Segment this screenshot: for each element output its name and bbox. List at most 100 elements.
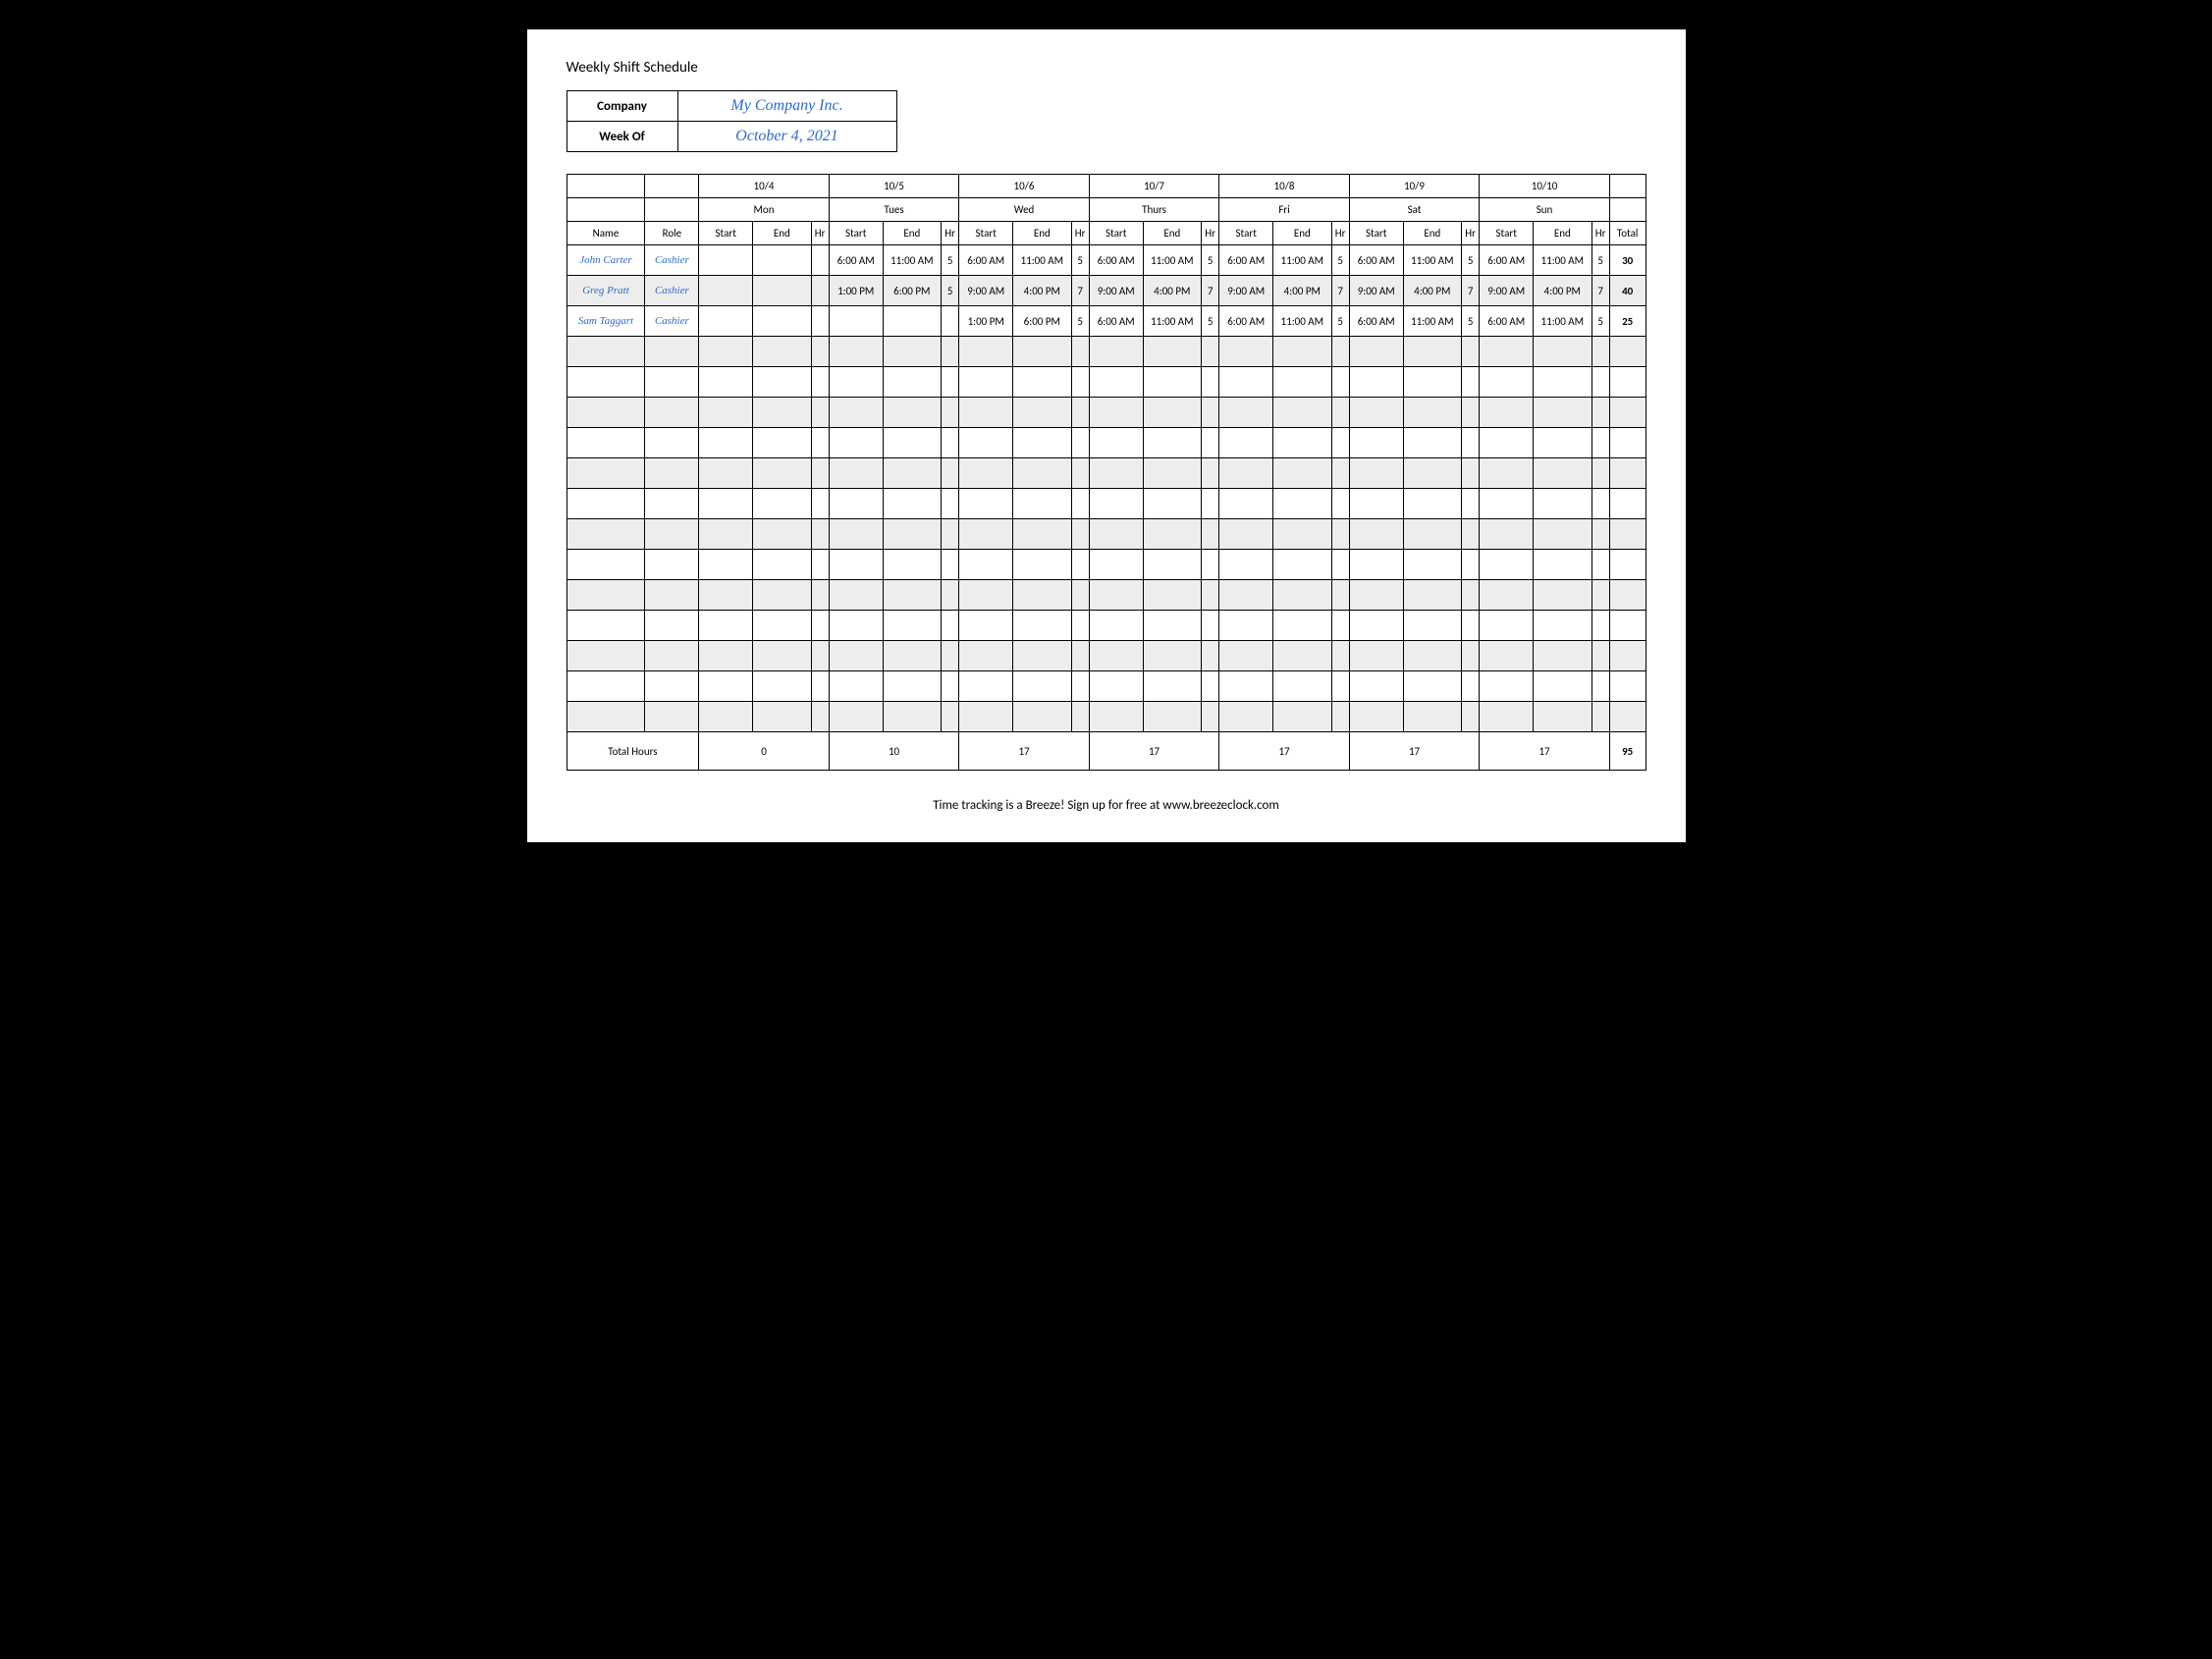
day-total: 17 xyxy=(1349,732,1480,771)
header-day: Wed xyxy=(959,198,1090,222)
employee-total xyxy=(1609,519,1646,550)
employee-total xyxy=(1609,671,1646,702)
page-title: Weekly Shift Schedule xyxy=(566,59,1646,77)
employee-role xyxy=(645,611,699,641)
totals-row: Total Hours010171717171795 xyxy=(566,732,1646,771)
col-total: Total xyxy=(1609,222,1646,245)
header-dates-row: 10/410/510/610/710/810/910/10 xyxy=(566,175,1646,198)
document-page: Weekly Shift Schedule Company My Company… xyxy=(527,29,1686,842)
employee-total xyxy=(1609,337,1646,367)
employee-total xyxy=(1609,428,1646,458)
employee-total xyxy=(1609,550,1646,580)
employee-total: 40 xyxy=(1609,276,1646,306)
header-columns-row: NameRoleStartEndHrStartEndHrStartEndHrSt… xyxy=(566,222,1646,245)
employee-name xyxy=(566,641,645,671)
employee-role: Cashier xyxy=(645,276,699,306)
employee-total: 30 xyxy=(1609,245,1646,276)
header-day: Sun xyxy=(1480,198,1610,222)
schedule-table: 10/410/510/610/710/810/910/10MonTuesWedT… xyxy=(566,174,1646,771)
employee-total xyxy=(1609,580,1646,611)
empty-row xyxy=(566,641,1646,671)
employee-role xyxy=(645,337,699,367)
empty-row xyxy=(566,611,1646,641)
day-total: 17 xyxy=(1480,732,1610,771)
day-total: 17 xyxy=(959,732,1090,771)
header-date: 10/10 xyxy=(1480,175,1610,198)
empty-row xyxy=(566,398,1646,428)
employee-name: Sam Taggart xyxy=(566,306,645,337)
col-name: Name xyxy=(566,222,645,245)
header-date: 10/8 xyxy=(1219,175,1350,198)
employee-total: 25 xyxy=(1609,306,1646,337)
employee-name xyxy=(566,702,645,732)
empty-row xyxy=(566,580,1646,611)
employee-row: John CarterCashier6:00 AM11:00 AM56:00 A… xyxy=(566,245,1646,276)
empty-row xyxy=(566,337,1646,367)
employee-total xyxy=(1609,641,1646,671)
header-date: 10/4 xyxy=(699,175,830,198)
employee-total xyxy=(1609,458,1646,489)
meta-table: Company My Company Inc. Week Of October … xyxy=(566,90,897,152)
grand-total: 95 xyxy=(1609,732,1646,771)
employee-total xyxy=(1609,702,1646,732)
footer-text: Time tracking is a Breeze! Sign up for f… xyxy=(566,798,1646,813)
header-day: Tues xyxy=(829,198,959,222)
empty-row xyxy=(566,489,1646,519)
empty-row xyxy=(566,671,1646,702)
employee-role xyxy=(645,580,699,611)
empty-row xyxy=(566,519,1646,550)
employee-name xyxy=(566,337,645,367)
header-date: 10/7 xyxy=(1089,175,1219,198)
empty-row xyxy=(566,367,1646,398)
employee-total xyxy=(1609,367,1646,398)
header-day: Sat xyxy=(1349,198,1480,222)
employee-total xyxy=(1609,611,1646,641)
header-day: Thurs xyxy=(1089,198,1219,222)
employee-name: Greg Pratt xyxy=(566,276,645,306)
employee-role xyxy=(645,519,699,550)
employee-name xyxy=(566,519,645,550)
employee-role xyxy=(645,398,699,428)
total-hours-label: Total Hours xyxy=(566,732,699,771)
employee-name xyxy=(566,611,645,641)
employee-role xyxy=(645,671,699,702)
weekof-value: October 4, 2021 xyxy=(677,122,896,152)
header-date: 10/5 xyxy=(829,175,959,198)
empty-row xyxy=(566,428,1646,458)
company-value: My Company Inc. xyxy=(677,91,896,122)
employee-name xyxy=(566,458,645,489)
employee-role xyxy=(645,458,699,489)
empty-row xyxy=(566,458,1646,489)
header-day: Mon xyxy=(699,198,830,222)
employee-role xyxy=(645,367,699,398)
employee-total xyxy=(1609,398,1646,428)
employee-role: Cashier xyxy=(645,245,699,276)
employee-role xyxy=(645,641,699,671)
employee-role xyxy=(645,550,699,580)
employee-role xyxy=(645,489,699,519)
employee-role xyxy=(645,428,699,458)
employee-name xyxy=(566,489,645,519)
empty-row xyxy=(566,702,1646,732)
weekof-label: Week Of xyxy=(566,122,677,152)
employee-name xyxy=(566,550,645,580)
day-total: 0 xyxy=(699,732,830,771)
employee-name xyxy=(566,398,645,428)
employee-total xyxy=(1609,489,1646,519)
employee-name: John Carter xyxy=(566,245,645,276)
employee-row: Sam TaggartCashier1:00 PM6:00 PM56:00 AM… xyxy=(566,306,1646,337)
day-total: 17 xyxy=(1219,732,1350,771)
company-label: Company xyxy=(566,91,677,122)
employee-role: Cashier xyxy=(645,306,699,337)
header-day: Fri xyxy=(1219,198,1350,222)
employee-name xyxy=(566,428,645,458)
empty-row xyxy=(566,550,1646,580)
day-total: 17 xyxy=(1089,732,1219,771)
day-total: 10 xyxy=(829,732,959,771)
header-date: 10/9 xyxy=(1349,175,1480,198)
col-role: Role xyxy=(645,222,699,245)
employee-row: Greg PrattCashier1:00 PM6:00 PM59:00 AM4… xyxy=(566,276,1646,306)
header-days-row: MonTuesWedThursFriSatSun xyxy=(566,198,1646,222)
employee-name xyxy=(566,580,645,611)
employee-name xyxy=(566,671,645,702)
